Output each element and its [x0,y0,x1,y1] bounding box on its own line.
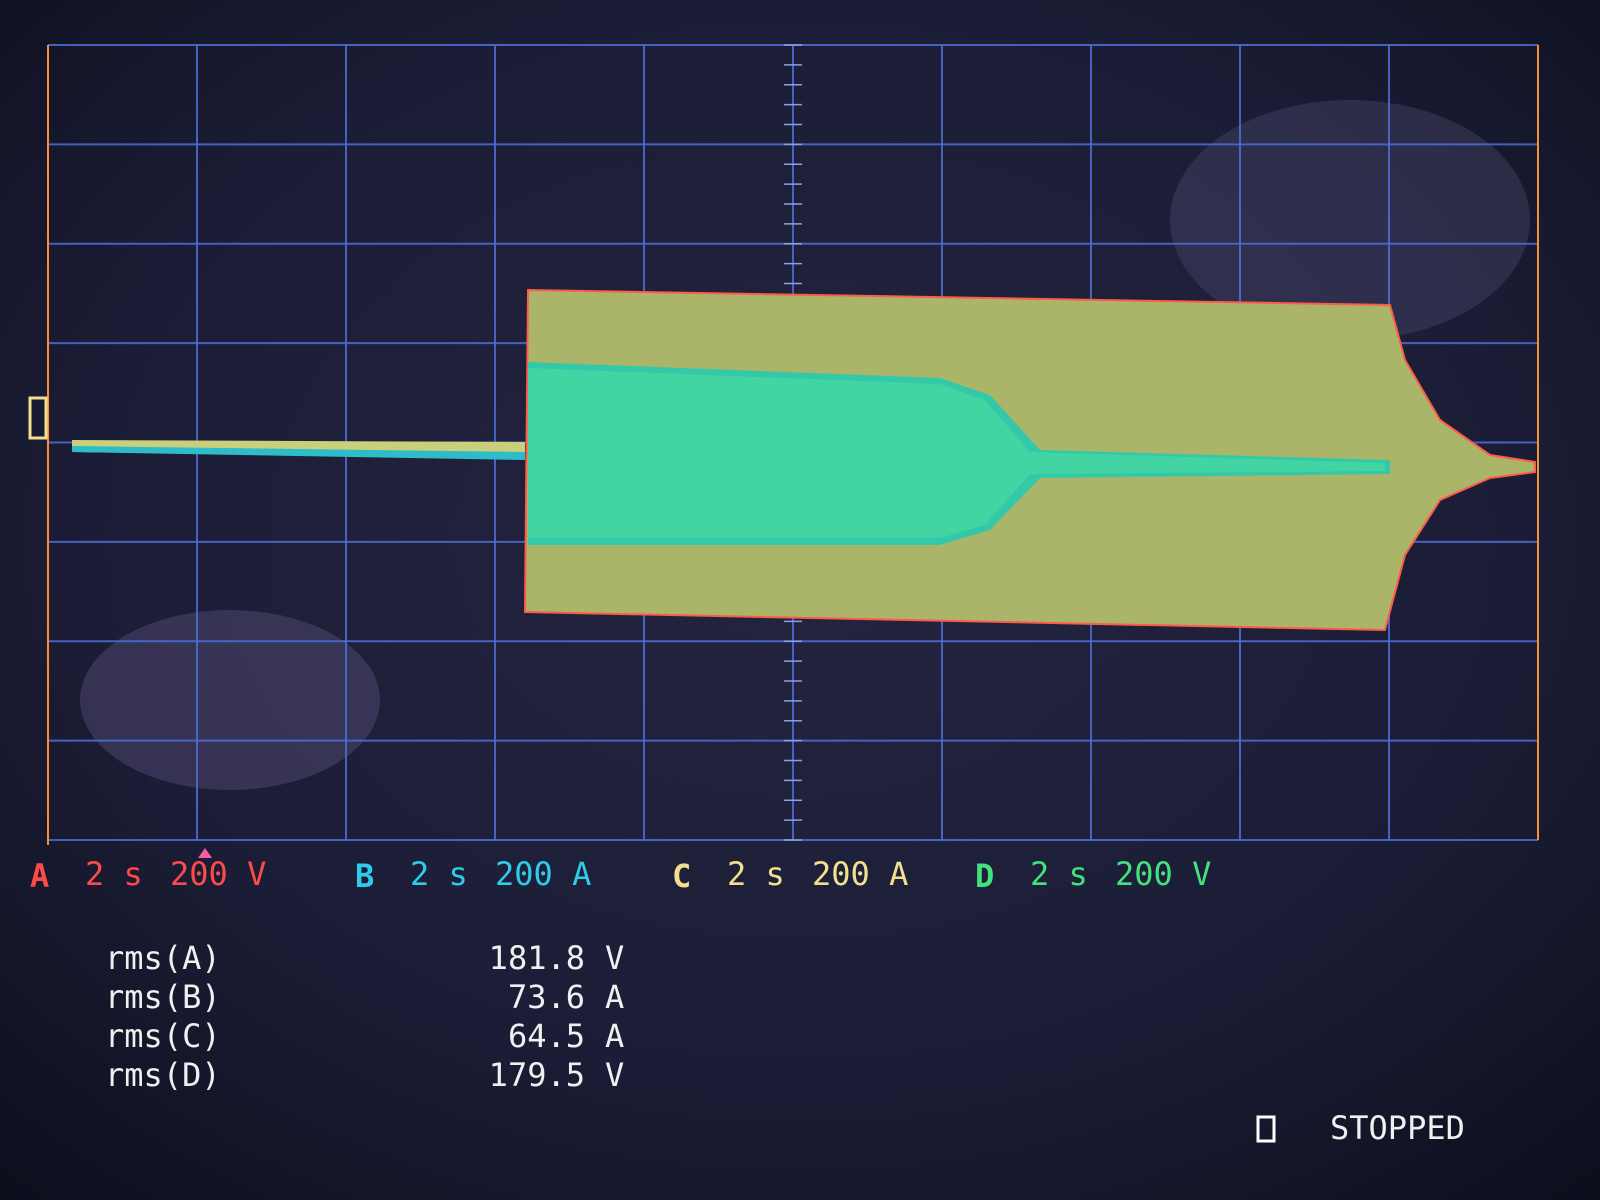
channel-scale: 200 A [495,855,591,893]
channel-letter: C [672,857,691,895]
measurement-value: 73.6 [508,978,585,1016]
pre-trace-b [72,446,525,460]
measurement-value: 181.8 [489,939,585,977]
measurement-label: rms(A) [105,939,221,977]
measurement-label: rms(D) [105,1056,221,1094]
channel-letter: B [355,857,374,895]
channel-timebase: 2 s [1030,855,1088,893]
measurement-unit: V [605,1056,624,1094]
measurement-unit: A [605,1017,624,1055]
run-indicator [1256,1115,1276,1143]
channel-scale: 200 A [812,855,908,893]
channel-timebase: 2 s [410,855,468,893]
channel-timebase: 2 s [727,855,785,893]
channel-timebase: 2 s [85,855,143,893]
trigger-marker [198,848,212,858]
measurement-unit: A [605,978,624,1016]
measurement-label: rms(B) [105,978,221,1016]
measurement-label: rms(C) [105,1017,221,1055]
measurement-value: 64.5 [508,1017,585,1055]
measurement-value: 179.5 [489,1056,585,1094]
status: STOPPED [1330,1109,1465,1147]
glare [80,610,380,790]
channel-scale: 200 V [170,855,266,893]
channel-letter: D [975,857,994,895]
envelope-d [528,368,1385,538]
channel-letter: A [30,857,49,895]
ground-marker [28,396,48,440]
channel-scale: 200 V [1115,855,1211,893]
measurement-unit: V [605,939,624,977]
glare [1170,100,1530,340]
